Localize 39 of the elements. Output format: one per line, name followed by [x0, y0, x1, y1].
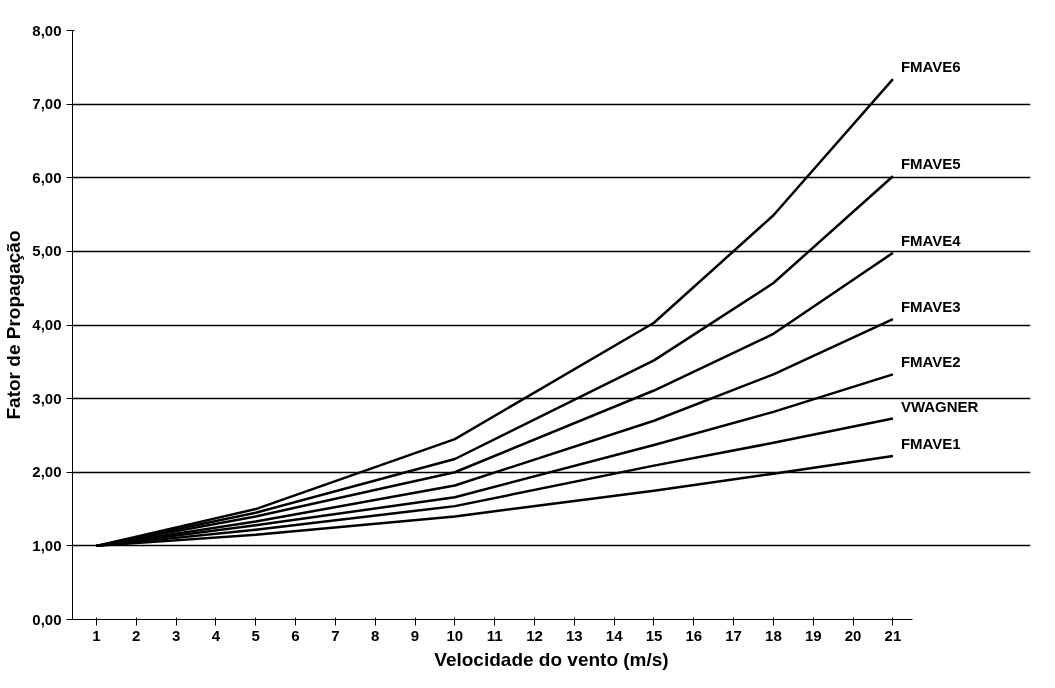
x-tick-label: 13: [565, 626, 583, 644]
x-tick-label: 14: [605, 626, 624, 644]
series-label: FMAVE2: [900, 353, 961, 371]
series-label: FMAVE4: [900, 231, 962, 249]
x-tick-label: 10: [446, 626, 464, 644]
x-tick-label: 6: [291, 626, 300, 644]
series-label: FMAVE3: [900, 298, 961, 316]
series-label: VWAGNER: [900, 397, 979, 415]
y-tick-label: 8,00: [32, 21, 62, 39]
x-tick-label: 7: [331, 626, 340, 644]
y-tick-label: 6,00: [32, 168, 62, 186]
series-label: FMAVE6: [900, 58, 961, 76]
x-tick-label: 12: [526, 626, 543, 644]
x-tick-label: 17: [725, 626, 742, 644]
x-tick-label: 2: [132, 626, 141, 644]
x-tick-label: 19: [804, 626, 822, 644]
x-tick-label: 9: [410, 626, 420, 644]
x-tick-label: 20: [844, 626, 862, 644]
series-label: FMAVE1: [900, 435, 961, 453]
y-tick-label: 0,00: [32, 610, 62, 628]
y-tick-label: 1,00: [32, 536, 62, 554]
series-label: FMAVE5: [900, 155, 961, 173]
x-tick-label: 11: [486, 626, 503, 644]
y-tick-label: 7,00: [32, 95, 62, 113]
x-tick-label: 1: [92, 626, 101, 644]
y-axis-title: Fator de Propagação: [3, 230, 25, 420]
x-tick-label: 8: [371, 626, 380, 644]
x-axis-title: Velocidade do vento (m/s): [434, 648, 669, 670]
y-tick-label: 3,00: [32, 389, 62, 407]
y-tick-label: 2,00: [32, 463, 62, 481]
x-tick-label: 16: [685, 626, 703, 644]
x-tick-label: 21: [884, 626, 902, 644]
x-tick-label: 3: [171, 626, 181, 644]
x-tick-label: 4: [211, 626, 221, 644]
x-tick-label: 5: [251, 626, 260, 644]
y-tick-label: 5,00: [32, 242, 62, 260]
x-tick-label: 15: [645, 626, 663, 644]
y-tick-label: 4,00: [32, 316, 62, 333]
x-tick-label: 18: [765, 626, 782, 644]
